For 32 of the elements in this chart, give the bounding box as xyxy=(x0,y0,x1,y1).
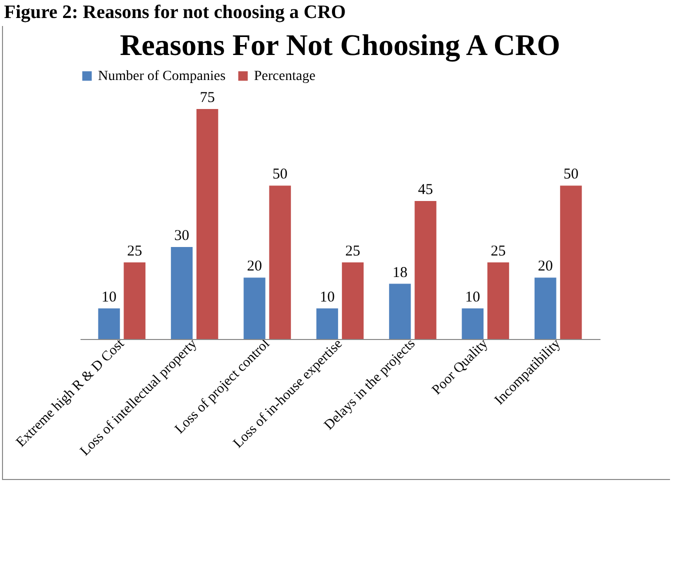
bar xyxy=(316,308,338,339)
legend-label: Number of Companies xyxy=(98,69,226,84)
bar xyxy=(244,278,266,339)
data-label: 75 xyxy=(200,90,215,106)
bar xyxy=(342,262,364,339)
bar xyxy=(414,201,436,339)
data-label: 10 xyxy=(465,289,480,306)
data-label: 50 xyxy=(563,166,578,183)
data-label: 25 xyxy=(345,243,360,260)
data-label: 25 xyxy=(490,243,506,260)
data-label: 30 xyxy=(174,228,190,244)
legend-label: Percentage xyxy=(254,69,316,84)
bar xyxy=(560,186,582,339)
bar xyxy=(98,308,120,339)
data-label: 20 xyxy=(246,258,262,275)
bar xyxy=(534,278,556,339)
data-label: 20 xyxy=(538,258,553,275)
data-label: 25 xyxy=(127,243,142,260)
bar xyxy=(124,262,146,339)
caption: Figure 2: Reasons for not choosing a CRO xyxy=(3,1,347,25)
data-label: 18 xyxy=(392,264,408,281)
bar xyxy=(170,247,193,339)
bar xyxy=(269,186,291,339)
bar xyxy=(196,109,218,339)
data-label: 45 xyxy=(418,182,434,198)
data-label: 10 xyxy=(102,289,117,306)
data-label: 10 xyxy=(320,289,335,306)
bar xyxy=(389,284,411,339)
chart-title: Reasons For Not Choosing A CRO xyxy=(120,29,560,62)
data-label: 50 xyxy=(272,166,288,183)
bar xyxy=(487,262,510,339)
bar xyxy=(462,308,484,339)
